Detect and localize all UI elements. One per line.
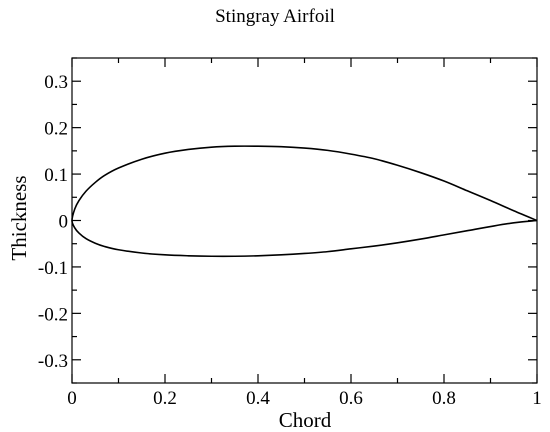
- x-axis: 0 0.2 0.4 0.6 0.8 1: [67, 58, 542, 409]
- y-tick-label: -0.3: [38, 351, 68, 372]
- chart-title: Stingray Airfoil: [215, 6, 335, 27]
- x-tick-label: 0.4: [246, 388, 270, 409]
- y-tick-label: 0.1: [44, 165, 68, 186]
- x-tick-label: 0.8: [432, 388, 456, 409]
- x-tick-label: 0: [67, 388, 77, 409]
- y-tick-label: -0.2: [38, 304, 68, 325]
- x-tick-label: 1: [532, 388, 542, 409]
- y-tick-label: 0.3: [44, 72, 68, 93]
- x-axis-label: Chord: [279, 408, 332, 432]
- y-axis-label: Thickness: [7, 175, 31, 260]
- plot-frame: [71, 57, 538, 384]
- x-tick-label: 0.6: [339, 388, 363, 409]
- y-tick-label: 0: [59, 212, 69, 233]
- y-tick-label: 0.2: [44, 119, 68, 140]
- airfoil-outline: [71, 145, 538, 258]
- x-tick-label: 0.2: [153, 388, 177, 409]
- y-tick-label: -0.1: [38, 258, 68, 279]
- y-axis: 0.3 0.2 0.1 0 -0.1 -0.2 -0.3: [38, 57, 537, 384]
